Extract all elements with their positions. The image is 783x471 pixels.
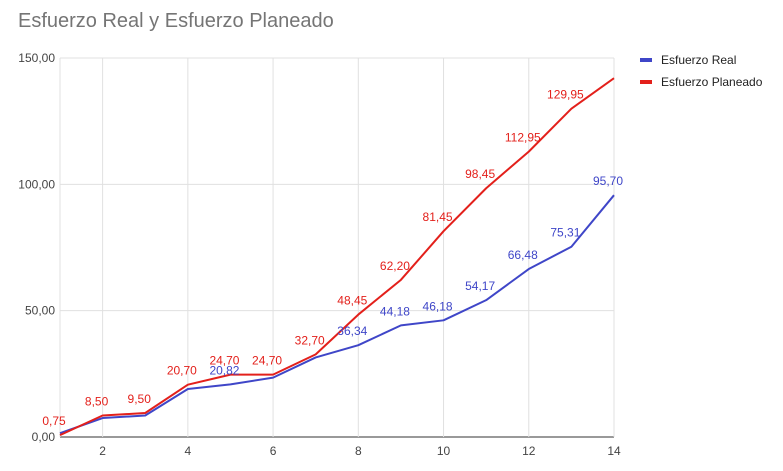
legend-swatch-planeado — [640, 80, 652, 84]
data-label-real: 36,34 — [337, 324, 367, 338]
data-label-real: 75,31 — [550, 226, 580, 240]
x-tick-label: 4 — [185, 444, 192, 458]
legend-label-planeado: Esfuerzo Planeado — [661, 75, 763, 89]
data-label-real: 95,70 — [593, 174, 623, 188]
x-tick-label: 10 — [437, 444, 451, 458]
legend-item-planeado[interactable]: Esfuerzo Planeado — [640, 71, 762, 93]
x-tick-label: 2 — [99, 444, 106, 458]
data-label-planeado: 24,70 — [252, 354, 282, 368]
y-tick-label: 150,00 — [18, 51, 55, 65]
y-tick-label: 100,00 — [18, 177, 55, 191]
data-label-planeado: 81,45 — [423, 210, 453, 224]
data-label-planeado: 62,20 — [380, 259, 410, 273]
x-tick-label: 8 — [355, 444, 362, 458]
chart-title: Esfuerzo Real y Esfuerzo Planeado — [18, 10, 334, 32]
x-tick-label: 14 — [607, 444, 621, 458]
data-label-planeado: 32,70 — [295, 333, 325, 347]
series-line-planeado — [59, 77, 615, 437]
data-label-real: 54,17 — [465, 279, 495, 293]
legend-swatch-real — [640, 58, 652, 62]
data-label-real: 44,18 — [380, 304, 410, 318]
data-label-planeado: 8,50 — [85, 395, 109, 409]
data-label-planeado: 48,45 — [337, 294, 367, 308]
y-tick-label: 50,00 — [25, 304, 55, 318]
chart-legend: Esfuerzo Real Esfuerzo Planeado — [640, 49, 762, 93]
data-label-planeado: 112,95 — [505, 131, 541, 145]
legend-item-real[interactable]: Esfuerzo Real — [640, 49, 762, 71]
data-label-real: 66,48 — [508, 248, 538, 262]
data-label-planeado: 0,75 — [42, 414, 66, 428]
series-line-real — [59, 194, 615, 435]
y-tick-label: 0,00 — [32, 430, 56, 444]
data-label-planeado: 24,70 — [209, 354, 239, 368]
x-tick-label: 12 — [522, 444, 536, 458]
data-label-real: 20,82 — [209, 363, 239, 377]
data-label-planeado: 98,45 — [465, 167, 495, 181]
legend-label-real: Esfuerzo Real — [661, 53, 737, 67]
x-tick-label: 6 — [270, 444, 277, 458]
data-label-real: 46,18 — [423, 299, 453, 313]
data-label-planeado: 9,50 — [128, 392, 152, 406]
data-label-planeado: 20,70 — [167, 364, 197, 378]
data-label-planeado: 129,95 — [547, 88, 584, 102]
